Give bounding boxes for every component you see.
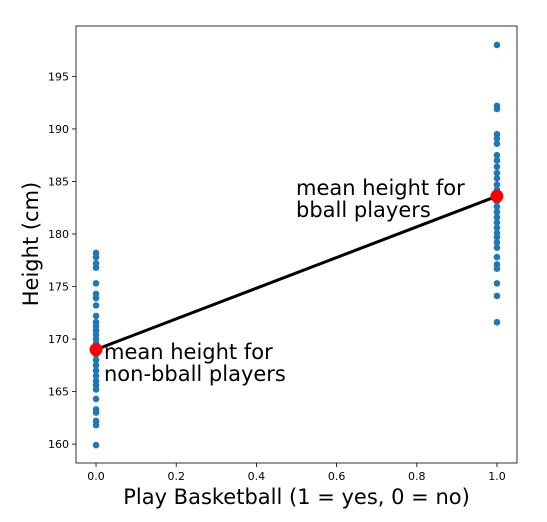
data-point bbox=[493, 135, 501, 142]
y-tick-label: 190 bbox=[48, 123, 69, 136]
y-tick-label: 175 bbox=[48, 281, 69, 294]
plot-frame bbox=[75, 25, 518, 464]
data-point bbox=[493, 253, 501, 261]
data-point bbox=[493, 244, 501, 251]
mean-regression-line bbox=[95, 194, 498, 351]
annotation-non-bball-line2: non-bball players bbox=[104, 362, 286, 386]
data-point bbox=[92, 362, 100, 369]
data-point bbox=[493, 151, 501, 159]
annotation-bball-line2: bball players bbox=[296, 198, 431, 222]
data-point bbox=[493, 265, 501, 272]
y-tick-label: 160 bbox=[48, 438, 69, 451]
points-layer bbox=[92, 41, 501, 449]
x-tick-label: 0.4 bbox=[248, 470, 266, 483]
y-axis-label: Height (cm) bbox=[19, 182, 43, 306]
data-point bbox=[493, 140, 501, 147]
data-point bbox=[92, 302, 100, 309]
y-axis-ticks: 160 165 170 175 180 185 190 195 bbox=[48, 70, 76, 451]
x-axis-label: Play Basketball (1 = yes, 0 = no) bbox=[123, 485, 470, 509]
data-point bbox=[493, 233, 501, 241]
y-tick-label: 195 bbox=[48, 70, 69, 83]
x-tick-label: 1.0 bbox=[488, 470, 506, 483]
data-point bbox=[493, 224, 501, 231]
data-point bbox=[92, 386, 100, 393]
x-tick-label: 0.0 bbox=[87, 470, 105, 483]
data-point bbox=[493, 318, 501, 326]
annotation-non-bball-line1: mean height for bbox=[104, 340, 273, 364]
x-tick-label: 0.2 bbox=[167, 470, 185, 483]
data-point bbox=[92, 367, 100, 374]
mean-point-non-bball bbox=[89, 343, 103, 357]
mean-point-bball bbox=[490, 189, 504, 203]
data-point bbox=[92, 441, 100, 449]
data-point bbox=[92, 280, 100, 287]
means-layer bbox=[89, 189, 504, 357]
data-point bbox=[493, 41, 501, 49]
data-point bbox=[92, 421, 100, 429]
y-tick-label: 180 bbox=[48, 228, 69, 241]
data-point bbox=[493, 292, 501, 300]
data-point bbox=[493, 219, 501, 226]
x-tick-label: 0.8 bbox=[408, 470, 426, 483]
x-axis-ticks: 0.0 0.2 0.4 0.6 0.8 1.0 bbox=[87, 463, 506, 483]
y-tick-label: 170 bbox=[48, 333, 69, 346]
data-point bbox=[493, 203, 501, 210]
data-point bbox=[92, 253, 100, 261]
data-point bbox=[493, 163, 501, 171]
y-tick-label: 165 bbox=[48, 386, 69, 399]
data-point bbox=[493, 175, 501, 182]
data-point bbox=[92, 356, 100, 364]
data-point bbox=[493, 105, 501, 113]
annotation-bball-line1: mean height for bbox=[296, 176, 465, 200]
data-point bbox=[493, 181, 501, 188]
data-point bbox=[493, 208, 501, 216]
data-point bbox=[493, 169, 501, 177]
y-tick-label: 185 bbox=[48, 175, 69, 188]
data-point bbox=[493, 280, 501, 287]
data-point bbox=[92, 294, 100, 302]
data-point bbox=[92, 312, 100, 320]
data-point bbox=[92, 409, 100, 416]
data-point bbox=[493, 213, 501, 221]
data-point bbox=[493, 157, 501, 164]
x-tick-label: 0.6 bbox=[328, 470, 346, 483]
data-point bbox=[92, 372, 100, 380]
data-point bbox=[493, 239, 501, 246]
data-point bbox=[92, 264, 100, 271]
data-point bbox=[92, 395, 100, 403]
